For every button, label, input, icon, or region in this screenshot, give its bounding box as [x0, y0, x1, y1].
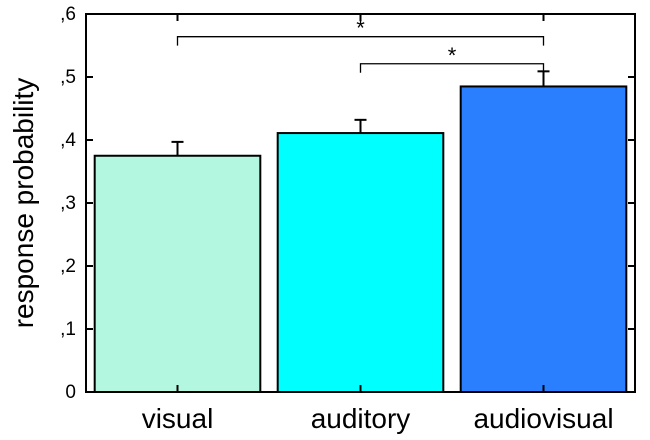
significance-bracket-1 [359, 63, 545, 73]
y-tick-label-0: 0 [65, 382, 76, 403]
y-axis-ticks: 0 ,1 ,2 ,3 ,4 ,5 ,6 [60, 4, 635, 403]
significance-brackets: ** [176, 16, 545, 73]
y-tick-label-5: ,5 [60, 67, 76, 88]
x-axis-ticks: visual auditory audiovisual [142, 14, 614, 434]
bar-auditory [276, 132, 445, 393]
x-tick-label-visual: visual [142, 403, 214, 434]
y-tick-label-4: ,4 [60, 130, 76, 151]
significance-star-1: * [448, 43, 457, 68]
y-tick-label-2: ,2 [60, 256, 76, 277]
bar-audiovisual [459, 85, 628, 393]
error-bars-group [171, 70, 550, 156]
significance-bracket-0 [176, 36, 545, 46]
y-tick-label-1: ,1 [60, 319, 76, 340]
x-tick-label-auditory: auditory [311, 403, 411, 434]
y-tick-label-3: ,3 [60, 193, 76, 214]
bar-visual [93, 154, 262, 393]
x-tick-label-audiovisual: audiovisual [473, 403, 613, 434]
y-tick-label-6: ,6 [60, 4, 76, 25]
plot-area: 0,1,2,3,4,5,6 visual auditory audiovisual … [60, 4, 636, 434]
y-axis-label: response probability [8, 78, 39, 329]
significance-star-0: * [356, 16, 365, 41]
